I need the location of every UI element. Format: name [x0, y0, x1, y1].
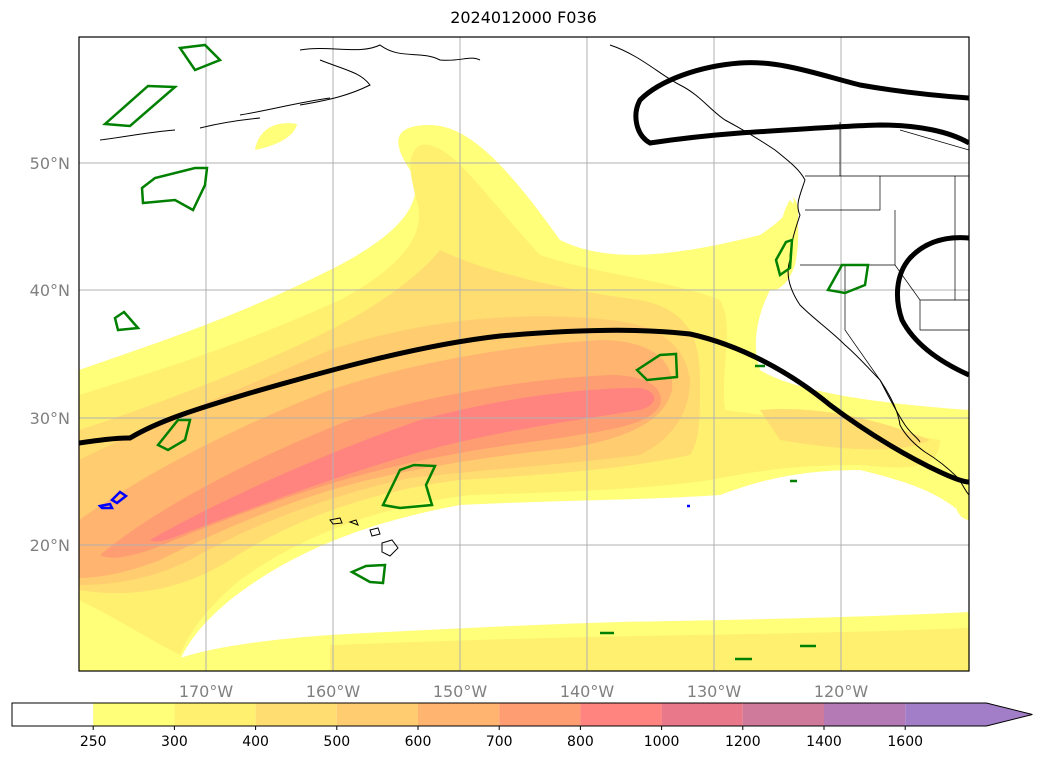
lon-label-130w: 130°W [687, 682, 742, 701]
lat-label-40: 40°N [30, 281, 70, 300]
colorbar-segment [336, 703, 418, 726]
green-region-5 [156, 418, 192, 452]
colorbar-segment [824, 703, 906, 726]
contour-north-loop [633, 60, 969, 146]
ivt-band-300-south [330, 628, 969, 671]
graticule [79, 37, 969, 671]
lon-labels: 170°W 160°W 150°W 140°W 130°W 120°W [179, 682, 869, 701]
north-america-coast [787, 179, 969, 496]
colorbar-tick-label: 700 [486, 734, 513, 750]
colorbar-tick-label: 1200 [725, 734, 761, 750]
green-region-6 [381, 463, 437, 510]
canada-border [839, 122, 969, 176]
hawaii-islands [329, 517, 399, 557]
contour-east-loop [895, 235, 969, 378]
lat-labels: 20°N 30°N 40°N 50°N [30, 154, 70, 555]
colorbar-segment [742, 703, 824, 726]
map-title: 2024012000 F036 [450, 8, 597, 27]
colorbar-tick-label: 1000 [644, 734, 680, 750]
colorbar-tick-label: 1600 [887, 734, 923, 750]
lon-label-140w: 140°W [560, 682, 615, 701]
colorbar-tick-label: 300 [161, 734, 188, 750]
green-region-1 [177, 43, 223, 72]
colorbar-segment [418, 703, 500, 726]
colorbar: 250 300 400 500 600 700 800 1000 1200 1400 1600 [11, 702, 1033, 750]
lon-label-160w: 160°W [306, 682, 361, 701]
green-region-7 [349, 563, 387, 585]
lat-label-20: 20°N [30, 536, 70, 555]
lon-label-170w: 170°W [179, 682, 234, 701]
colorbar-tick-label: 500 [323, 734, 350, 750]
colorbar-segment [661, 703, 743, 726]
ivt-band-250-north [255, 123, 297, 150]
ivt-band-baja [955, 496, 969, 520]
ivt-band-800 [150, 388, 655, 542]
lon-label-150w: 150°W [433, 682, 488, 701]
colorbar-segment [93, 703, 175, 726]
colorbar-segment [12, 703, 94, 726]
colorbar-segment [905, 703, 988, 726]
green-region-2 [101, 84, 179, 128]
colorbar-extend-arrow [986, 703, 1033, 726]
green-region-4 [113, 310, 141, 332]
contour-main [79, 327, 969, 485]
green-outlines [101, 43, 870, 661]
baja-coast [879, 379, 921, 443]
ivt-band-400-east [760, 409, 930, 450]
green-region-3 [140, 166, 209, 212]
colorbar-segment [255, 703, 337, 726]
black-contours [79, 60, 969, 485]
lon-label-120w: 120°W [814, 682, 869, 701]
colorbar-segment [499, 703, 581, 726]
colorbar-outline [11, 702, 1033, 727]
map-content [79, 37, 969, 671]
green-region-11 [600, 364, 816, 661]
lat-label-30: 30°N [30, 409, 70, 428]
coastlines [99, 44, 969, 557]
colorbar-tick-label: 600 [405, 734, 432, 750]
alaska-coast [99, 44, 806, 181]
lat-label-50: 50°N [30, 154, 70, 173]
green-region-10 [826, 263, 870, 295]
green-region-8 [635, 352, 679, 382]
colorbar-tick-label: 1400 [806, 734, 842, 750]
map-frame [78, 36, 970, 672]
blue-region-1 [97, 490, 129, 510]
state-borders [800, 175, 969, 381]
colorbar-segment [174, 703, 256, 726]
colorbar-tick-label: 800 [567, 734, 594, 750]
blue-outlines [97, 490, 690, 510]
colorbar-segment [580, 703, 662, 726]
colorbar-tick-label: 250 [80, 734, 107, 750]
ivt-fill [79, 123, 969, 671]
colorbar-tick-label: 400 [242, 734, 269, 750]
green-region-9 [774, 238, 794, 278]
